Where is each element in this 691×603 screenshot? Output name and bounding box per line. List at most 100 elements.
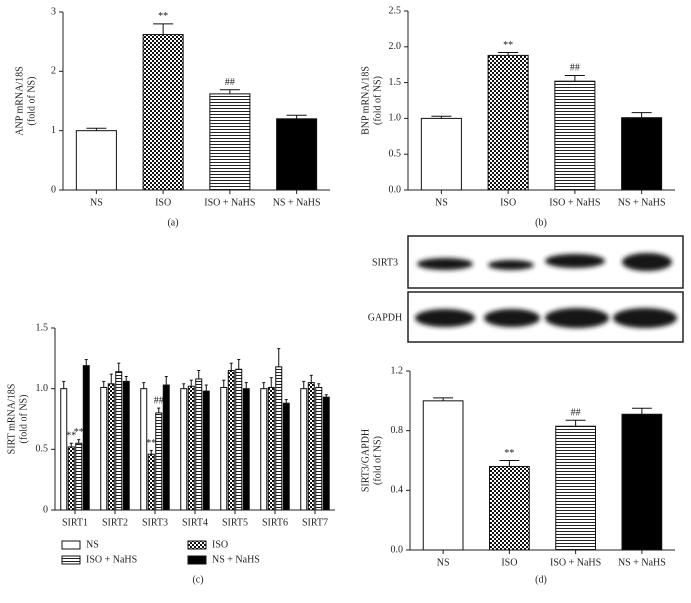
annotation: ## (571, 408, 581, 419)
legend-label: NS (86, 539, 99, 550)
annotation: ** (503, 40, 513, 51)
bar (75, 442, 83, 511)
legend-swatch (61, 555, 81, 565)
x-tick-label: ISO (155, 197, 171, 208)
bar (282, 402, 290, 511)
panel: 0.0 0.4 0.8 1.2 SIRT3/GAPDH (fold of NS) (d) NS… (360, 257, 675, 585)
annotation: ** (504, 448, 514, 459)
bar (300, 388, 308, 511)
y-tick-label: 0 (51, 184, 56, 195)
y-axis-label: ANP mRNA/18S (14, 66, 25, 135)
legend-label: ISO + NaHS (86, 554, 137, 565)
y-tick-label: 0.0 (389, 184, 402, 195)
caption: (a) (167, 217, 178, 228)
y-axis-label: BNP mRNA/18S (360, 66, 371, 135)
x-tick-label: SIRT3 (142, 517, 168, 528)
bar (162, 384, 170, 511)
bar (115, 371, 123, 511)
y-tick-label: 0.8 (391, 425, 404, 436)
bar (422, 400, 464, 551)
x-tick-label: NS (90, 197, 103, 208)
blot-label: SIRT3 (372, 257, 398, 268)
caption: (d) (535, 574, 547, 585)
y-axis-label: (fold of NS) (26, 77, 37, 126)
bar (621, 117, 663, 191)
bar (60, 388, 68, 511)
bar (142, 34, 184, 191)
bar (315, 386, 323, 511)
legend-label: ISO (212, 539, 228, 550)
bar (276, 118, 318, 191)
bar (155, 412, 163, 511)
bar (82, 365, 90, 511)
annotation: ** (66, 431, 76, 442)
x-tick-label: SIRT6 (262, 517, 288, 528)
bar (147, 453, 155, 511)
x-tick-label: ISO + NaHS (204, 197, 255, 208)
legend-swatch (187, 540, 207, 550)
bar (67, 446, 75, 511)
x-tick-label: ISO (501, 557, 517, 568)
bar (180, 388, 188, 511)
y-tick-label: 0.5 (389, 148, 402, 159)
bar (260, 388, 268, 511)
bar (107, 383, 115, 511)
panel: 0 0.5 1.0 1.5 SIRT mRNA/18S (fold of NS) (c) SI… (6, 322, 335, 585)
bar (242, 388, 250, 511)
bar (554, 80, 596, 191)
bar (209, 93, 251, 191)
bar (555, 425, 596, 551)
bar (487, 54, 529, 191)
bar (307, 382, 315, 511)
x-tick-label: ISO + NaHS (549, 197, 600, 208)
y-tick-label: 1.0 (36, 383, 49, 394)
blot-label: GAPDH (368, 312, 402, 323)
x-tick-label: NS + NaHS (273, 197, 321, 208)
x-tick-label: SIRT5 (222, 517, 248, 528)
bar (420, 117, 462, 191)
bar (227, 369, 235, 511)
y-tick-label: 0 (43, 504, 48, 515)
caption: (c) (192, 574, 203, 585)
annotation: ** (158, 11, 168, 22)
panel: 0.0 0.5 1.0 1.5 2.0 2.5 BNP mRNA/18S (fold of N… (360, 5, 675, 228)
y-tick-label: 2.5 (389, 5, 402, 16)
caption: (b) (535, 217, 547, 228)
bar (267, 386, 275, 511)
y-axis-label: SIRT mRNA/18S (6, 384, 17, 455)
bar (275, 366, 283, 511)
bar (195, 378, 203, 511)
y-tick-label: 2.0 (389, 41, 402, 52)
annotation: ** (146, 438, 156, 449)
bar (187, 385, 195, 511)
bar (122, 380, 130, 511)
annotation: ## (225, 77, 235, 88)
bar (75, 130, 117, 191)
y-tick-label: 1.2 (391, 365, 404, 376)
y-axis-label: (fold of NS) (372, 76, 383, 125)
bar (322, 396, 330, 511)
y-tick-label: 0.4 (391, 485, 404, 496)
x-tick-label: ISO (500, 197, 516, 208)
panel: 0 1 2 3 ANP mRNA/18S (fold of NS) (a) NS ISO ISO … (14, 6, 330, 228)
bar (220, 386, 228, 511)
x-tick-label: NS + NaHS (618, 197, 666, 208)
bar (202, 390, 210, 511)
annotation: ## (570, 63, 580, 74)
x-tick-label: SIRT2 (102, 517, 128, 528)
y-tick-label: 3 (51, 6, 56, 17)
y-tick-label: 1.0 (389, 113, 402, 124)
bar (235, 368, 243, 511)
x-tick-label: SIRT7 (302, 517, 328, 528)
y-tick-label: 2 (51, 66, 56, 77)
western-blot (407, 235, 684, 343)
legend-swatch (187, 555, 207, 565)
y-axis-label: SIRT3/GAPDH (360, 429, 371, 492)
y-axis-label: (fold of NS) (372, 436, 383, 485)
y-tick-label: 1 (51, 125, 56, 136)
y-axis-label: (fold of NS) (18, 395, 29, 444)
annotation: ## (154, 395, 164, 406)
x-tick-label: SIRT1 (62, 517, 88, 528)
x-tick-label: NS + NaHS (618, 557, 666, 568)
